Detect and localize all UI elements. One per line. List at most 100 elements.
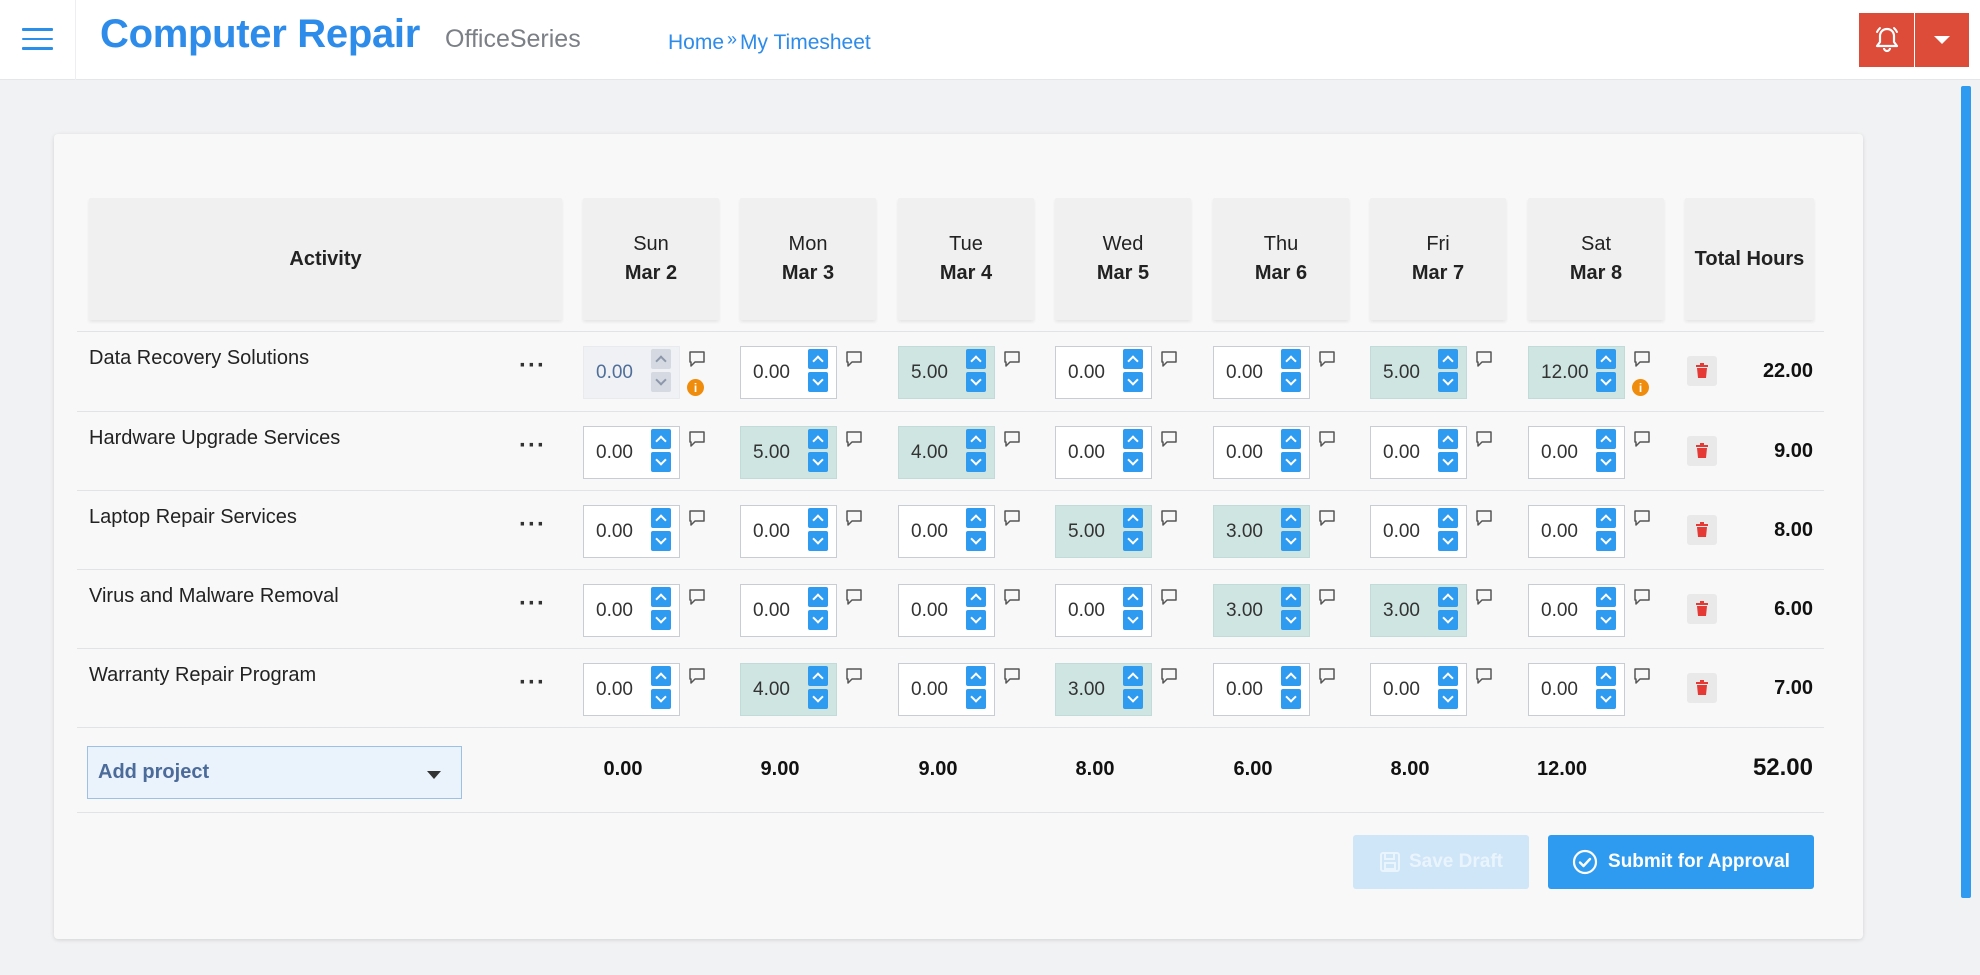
hours-input[interactable]: 12.00 <box>1528 346 1625 399</box>
decrement-button[interactable] <box>1596 689 1616 709</box>
hours-input[interactable]: 0.00 <box>1528 663 1625 716</box>
hours-input[interactable]: 0.00 <box>1055 584 1152 637</box>
increment-button[interactable] <box>1123 666 1143 686</box>
decrement-button[interactable] <box>1281 610 1301 630</box>
comment-icon[interactable] <box>1633 509 1651 527</box>
comment-icon[interactable] <box>845 430 863 448</box>
decrement-button[interactable] <box>1438 689 1458 709</box>
comment-icon[interactable] <box>1633 588 1651 606</box>
comment-icon[interactable] <box>1318 430 1336 448</box>
comment-icon[interactable] <box>1633 667 1651 685</box>
decrement-button[interactable] <box>1596 372 1616 392</box>
increment-button[interactable] <box>966 666 986 686</box>
save-draft-button[interactable]: Save Draft <box>1353 835 1529 889</box>
hours-input[interactable]: 0.00 <box>1213 426 1310 479</box>
increment-button[interactable] <box>1596 429 1616 449</box>
increment-button[interactable] <box>966 587 986 607</box>
notifications-button[interactable] <box>1859 13 1914 67</box>
delete-row-icon[interactable] <box>1687 673 1717 703</box>
decrement-button[interactable] <box>1123 689 1143 709</box>
decrement-button[interactable] <box>1123 452 1143 472</box>
comment-icon[interactable] <box>688 430 706 448</box>
increment-button[interactable] <box>1596 349 1616 369</box>
decrement-button[interactable] <box>651 689 671 709</box>
hours-input[interactable]: 5.00 <box>740 426 837 479</box>
comment-icon[interactable] <box>1318 588 1336 606</box>
row-options-menu-icon[interactable]: ··· <box>519 352 546 379</box>
decrement-button[interactable] <box>651 531 671 551</box>
decrement-button[interactable] <box>1281 372 1301 392</box>
hours-input[interactable]: 0.00 <box>898 505 995 558</box>
comment-icon[interactable] <box>688 667 706 685</box>
hours-input[interactable]: 0.00 <box>1370 663 1467 716</box>
comment-icon[interactable] <box>1003 588 1021 606</box>
breadcrumb-current-link[interactable]: My Timesheet <box>740 31 871 54</box>
comment-icon[interactable] <box>1160 667 1178 685</box>
comment-icon[interactable] <box>1475 430 1493 448</box>
increment-button[interactable] <box>1281 429 1301 449</box>
decrement-button[interactable] <box>1281 452 1301 472</box>
hours-input[interactable]: 0.00 <box>898 584 995 637</box>
hours-input[interactable]: 0.00 <box>583 663 680 716</box>
increment-button[interactable] <box>1438 666 1458 686</box>
decrement-button[interactable] <box>1596 452 1616 472</box>
comment-icon[interactable] <box>1318 667 1336 685</box>
comment-icon[interactable] <box>1475 588 1493 606</box>
hours-input[interactable]: 0.00 <box>1528 505 1625 558</box>
submit-for-approval-button[interactable]: Submit for Approval <box>1548 835 1814 889</box>
hours-input[interactable]: 0.00 <box>740 505 837 558</box>
decrement-button[interactable] <box>966 452 986 472</box>
comment-icon[interactable] <box>1475 509 1493 527</box>
hours-input[interactable]: 3.00 <box>1213 584 1310 637</box>
increment-button[interactable] <box>1281 349 1301 369</box>
hours-input[interactable]: 0.00 <box>583 505 680 558</box>
hours-input[interactable]: 4.00 <box>898 426 995 479</box>
increment-button[interactable] <box>1281 587 1301 607</box>
hamburger-menu-icon[interactable] <box>22 28 53 52</box>
decrement-button[interactable] <box>1281 689 1301 709</box>
comment-icon[interactable] <box>1475 350 1493 368</box>
comment-icon[interactable] <box>1003 509 1021 527</box>
increment-button[interactable] <box>808 666 828 686</box>
comment-icon[interactable] <box>1003 667 1021 685</box>
comment-icon[interactable] <box>845 350 863 368</box>
comment-icon[interactable] <box>1160 588 1178 606</box>
decrement-button[interactable] <box>966 531 986 551</box>
delete-row-icon[interactable] <box>1687 515 1717 545</box>
hours-input[interactable]: 0.00 <box>1055 346 1152 399</box>
decrement-button[interactable] <box>1596 610 1616 630</box>
delete-row-icon[interactable] <box>1687 436 1717 466</box>
decrement-button[interactable] <box>1438 372 1458 392</box>
row-options-menu-icon[interactable]: ··· <box>519 590 546 617</box>
comment-icon[interactable] <box>688 509 706 527</box>
increment-button[interactable] <box>651 429 671 449</box>
decrement-button[interactable] <box>966 372 986 392</box>
increment-button[interactable] <box>1438 349 1458 369</box>
increment-button[interactable] <box>1123 349 1143 369</box>
decrement-button[interactable] <box>966 610 986 630</box>
hours-input[interactable]: 0.00 <box>583 426 680 479</box>
comment-icon[interactable] <box>1160 350 1178 368</box>
row-options-menu-icon[interactable]: ··· <box>519 669 546 696</box>
row-options-menu-icon[interactable]: ··· <box>519 432 546 459</box>
delete-row-icon[interactable] <box>1687 356 1717 386</box>
hours-input[interactable]: 0.00 <box>740 346 837 399</box>
increment-button[interactable] <box>651 508 671 528</box>
decrement-button[interactable] <box>651 452 671 472</box>
decrement-button[interactable] <box>1438 610 1458 630</box>
hours-input[interactable]: 0.00 <box>740 584 837 637</box>
hours-input[interactable]: 0.00 <box>1370 426 1467 479</box>
hours-input[interactable]: 0.00 <box>898 663 995 716</box>
increment-button[interactable] <box>1438 429 1458 449</box>
hours-input[interactable]: 5.00 <box>1370 346 1467 399</box>
comment-icon[interactable] <box>1633 350 1651 368</box>
comment-icon[interactable] <box>688 588 706 606</box>
hours-input[interactable]: 3.00 <box>1370 584 1467 637</box>
decrement-button[interactable] <box>1281 531 1301 551</box>
comment-icon[interactable] <box>1160 430 1178 448</box>
breadcrumb-home-link[interactable]: Home <box>668 31 725 54</box>
row-options-menu-icon[interactable]: ··· <box>519 511 546 538</box>
increment-button[interactable] <box>1438 587 1458 607</box>
user-menu-dropdown-button[interactable] <box>1915 13 1969 67</box>
hours-input[interactable]: 0.00 <box>583 584 680 637</box>
